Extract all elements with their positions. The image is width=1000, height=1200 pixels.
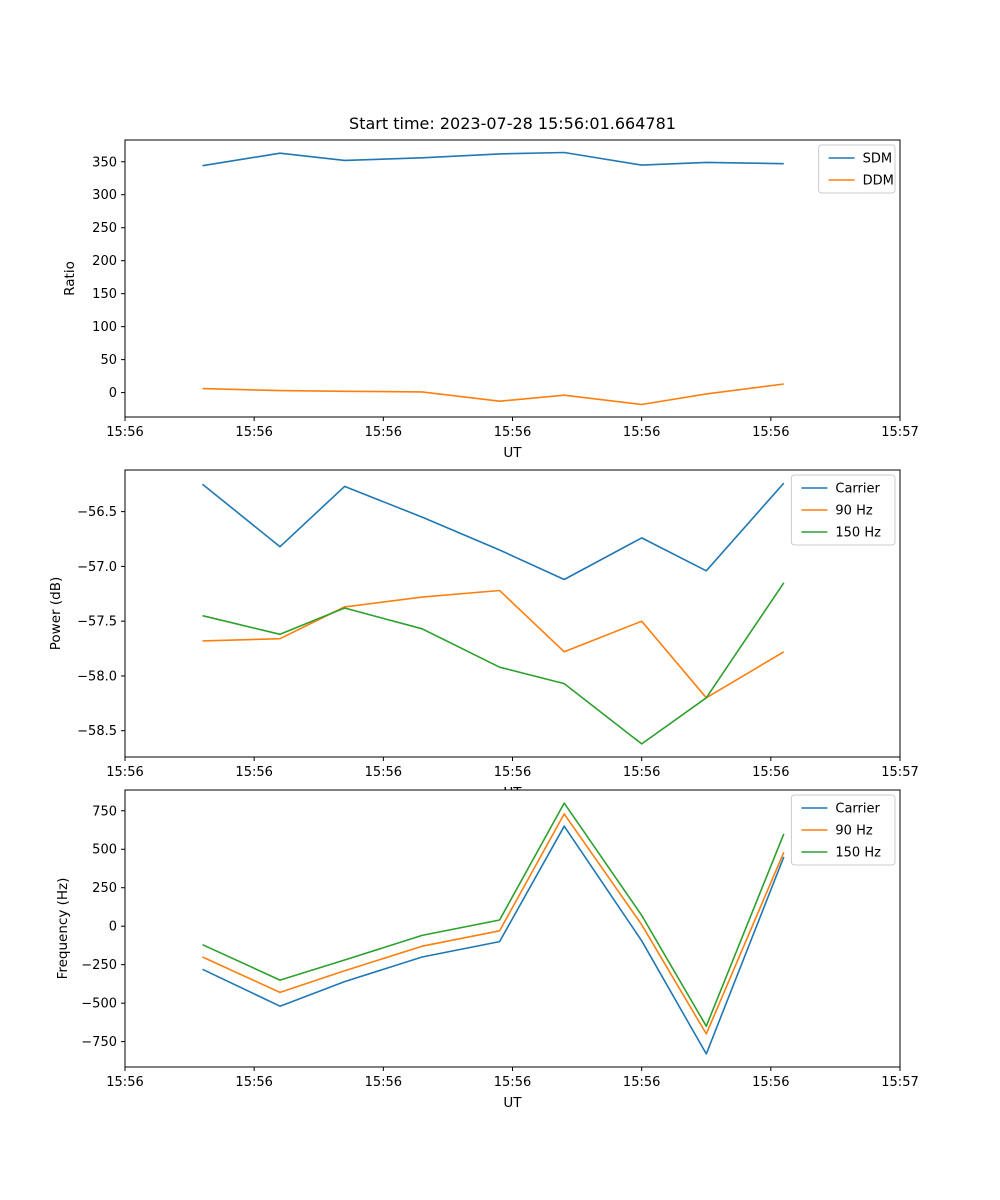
y-tick-label: 250 — [92, 881, 117, 896]
y-tick-label: −750 — [81, 1035, 117, 1050]
x-tick-label: 15:56 — [623, 765, 660, 780]
y-tick-label: −500 — [81, 997, 117, 1012]
x-tick-label: 15:56 — [106, 1075, 143, 1090]
x-axis-label: UT — [503, 1095, 522, 1111]
legend-box — [818, 144, 896, 194]
x-tick-label: 15:56 — [235, 765, 272, 780]
legend-label-90-hz: 90 Hz — [835, 824, 872, 839]
legend-box — [790, 794, 896, 866]
x-tick-label: 15:56 — [752, 765, 789, 780]
plot-border — [124, 469, 901, 758]
legend: Carrier 90 Hz 150 Hz — [790, 794, 896, 866]
series-line-90-hz — [202, 813, 785, 1035]
series-line-carrier — [201, 482, 785, 581]
plot-border — [124, 139, 901, 418]
legend-box — [790, 474, 896, 546]
y-tick-label: −57.5 — [77, 615, 117, 630]
y-tick-label: 500 — [92, 843, 117, 858]
y-axis-label: Frequency (Hz) — [55, 878, 71, 980]
y-tick-label: 250 — [92, 221, 117, 236]
legend-label-carrier: Carrier — [835, 802, 880, 817]
y-tick-label: 750 — [92, 804, 117, 819]
y-tick-label: −56.5 — [77, 505, 117, 520]
subplot-2: −58.5 −58.0 −57.5 −57.0 −56.5 15:56 15:56 15:56… — [48, 469, 919, 801]
legend-label-ddm: DDM — [863, 174, 894, 189]
y-tick-label: −58.5 — [77, 724, 117, 739]
legend-label-sdm: SDM — [863, 152, 892, 167]
y-axis-label: Power (dB) — [48, 577, 64, 650]
x-tick-label: 15:57 — [881, 1075, 918, 1090]
series-line-150-hz — [202, 582, 785, 745]
y-tick-label: 0 — [109, 386, 117, 401]
legend-label-carrier: Carrier — [835, 482, 880, 497]
legend-label-90-hz: 90 Hz — [835, 504, 872, 519]
x-tick-label: 15:56 — [623, 1075, 660, 1090]
y-tick-label: 350 — [92, 155, 117, 170]
series-line-ddm — [202, 383, 784, 406]
x-tick-label: 15:56 — [235, 425, 272, 440]
legend: Carrier 90 Hz 150 Hz — [790, 474, 896, 546]
subplot-3: −750 −500 −250 0 250 500 750 15:56 15:56 15:56 15:… — [55, 789, 919, 1111]
x-tick-label: 15:56 — [494, 765, 531, 780]
y-tick-label: 100 — [92, 320, 117, 335]
chart-title: Start time: 2023-07-28 15:56:01.664781 — [349, 114, 676, 133]
x-tick-label: 15:56 — [494, 1075, 531, 1090]
x-tick-label: 15:56 — [494, 425, 531, 440]
series-line-carrier — [202, 825, 785, 1055]
y-tick-label: 0 — [109, 920, 117, 935]
subplot-1: 0 50 100 150 200 250 300 350 15:56 15:56 15:56 15:5… — [62, 114, 919, 461]
y-tick-label: −250 — [81, 958, 117, 973]
x-tick-label: 15:56 — [106, 765, 143, 780]
y-tick-label: −58.0 — [77, 669, 117, 684]
x-tick-label: 15:56 — [365, 1075, 402, 1090]
x-tick-label: 15:56 — [365, 425, 402, 440]
plot-border — [124, 789, 901, 1068]
y-axis-label: Ratio — [62, 261, 78, 296]
y-tick-label: 200 — [92, 254, 117, 269]
x-tick-label: 15:56 — [752, 1075, 789, 1090]
series-line-90-hz — [202, 589, 785, 699]
legend-label-150-hz: 150 Hz — [835, 846, 881, 861]
y-tick-label: 150 — [92, 287, 117, 302]
x-tick-label: 15:56 — [365, 765, 402, 780]
series-line-150-hz — [202, 802, 785, 1027]
x-tick-label: 15:57 — [881, 765, 918, 780]
legend: SDM DDM — [818, 144, 896, 194]
y-tick-label: 300 — [92, 188, 117, 203]
series-line-sdm — [202, 151, 784, 167]
x-tick-label: 15:56 — [106, 425, 143, 440]
x-tick-label: 15:56 — [623, 425, 660, 440]
y-tick-label: 50 — [100, 353, 117, 368]
x-tick-label: 15:56 — [235, 1075, 272, 1090]
x-tick-label: 15:57 — [881, 425, 918, 440]
y-tick-label: −57.0 — [77, 560, 117, 575]
x-tick-label: 15:56 — [752, 425, 789, 440]
legend-label-150-hz: 150 Hz — [835, 526, 881, 541]
x-axis-label: UT — [503, 445, 522, 461]
